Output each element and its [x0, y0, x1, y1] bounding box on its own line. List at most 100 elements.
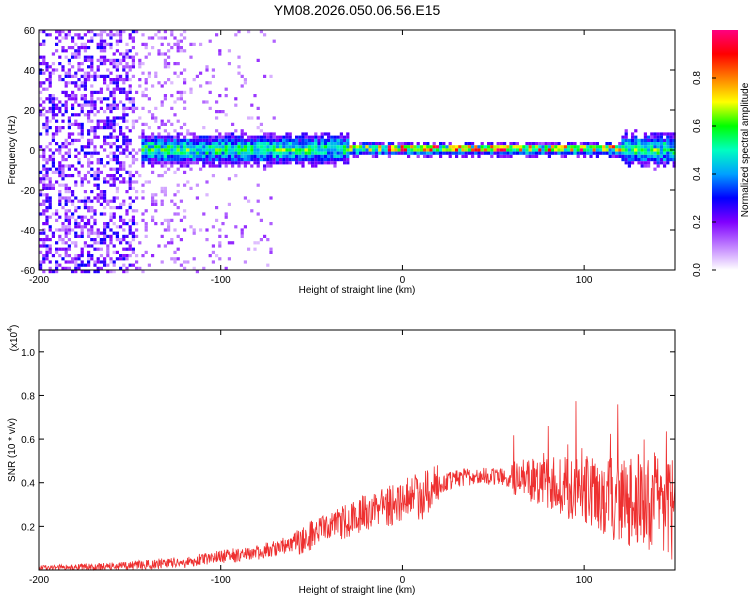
spectrogram-cell — [288, 154, 292, 158]
spectrogram-cell — [125, 78, 129, 82]
spectrogram-cell — [403, 148, 407, 152]
spectrogram-cell — [432, 142, 436, 146]
spectrogram-cell — [323, 145, 327, 149]
spectrogram-cell — [237, 158, 241, 162]
spectrogram-cell — [579, 145, 583, 149]
spectrogram-cell — [477, 148, 481, 152]
spectrogram-cell — [592, 148, 596, 152]
spectrogram-cell — [167, 151, 171, 155]
spectrogram-cell — [464, 154, 468, 158]
spectrogram-cell — [487, 151, 491, 155]
spectrogram-cell — [250, 135, 254, 139]
spectrogram-cell — [595, 154, 599, 158]
spectrogram-cell — [160, 199, 164, 203]
spectrogram-cell — [119, 161, 123, 165]
spectrogram-cell — [592, 145, 596, 149]
spectrogram-x-tick-label: 100 — [576, 275, 593, 286]
spectrogram-cell — [58, 170, 62, 174]
spectrogram-cell — [135, 106, 139, 110]
spectrogram-cell — [106, 142, 110, 146]
spectrogram-cell — [106, 202, 110, 206]
spectrogram-cell — [298, 151, 302, 155]
spectrogram-cell — [160, 103, 164, 107]
spectrogram-cell — [45, 161, 49, 165]
spectrogram-cell — [615, 154, 619, 158]
spectrogram-cell — [634, 135, 638, 139]
spectrogram-cell — [151, 132, 155, 136]
spectrogram-cell — [67, 254, 71, 258]
spectrogram-cell — [234, 145, 238, 149]
spectrogram-cell — [131, 62, 135, 66]
spectrogram-cell — [301, 158, 305, 162]
spectrogram-cell — [42, 177, 46, 181]
spectrogram-cell — [535, 142, 539, 146]
spectrogram-cell — [474, 148, 478, 152]
spectrogram-cell — [163, 158, 167, 162]
spectrogram-cell — [135, 52, 139, 56]
spectrogram-cell — [634, 138, 638, 142]
spectrogram-cell — [304, 132, 308, 136]
spectrogram-cell — [333, 151, 337, 155]
spectrogram-cell — [579, 142, 583, 146]
spectrogram-cell — [144, 154, 148, 158]
spectrogram-cell — [663, 138, 667, 142]
spectrogram-cell — [157, 145, 161, 149]
spectrogram-cell — [317, 161, 321, 165]
spectrogram-cell — [128, 55, 132, 59]
spectrogram-cell — [154, 135, 158, 139]
spectrogram-cell — [304, 142, 308, 146]
spectrogram-cell — [215, 206, 219, 210]
spectrogram-cell — [99, 193, 103, 197]
spectrogram-cell — [103, 260, 107, 264]
colorbar-tick-label: 0.6 — [692, 119, 703, 133]
spectrogram-cell — [672, 164, 676, 168]
spectrogram-cell — [103, 74, 107, 78]
spectrogram-cell — [61, 174, 65, 178]
spectrogram-cell — [160, 222, 164, 226]
spectrogram-cell — [375, 145, 379, 149]
spectrogram-cell — [122, 103, 126, 107]
spectrogram-cell — [352, 142, 356, 146]
spectrogram-cell — [186, 151, 190, 155]
spectrogram-cell — [128, 84, 132, 88]
spectrogram-cell — [115, 78, 119, 82]
spectrogram-cell — [218, 158, 222, 162]
spectrogram-cell — [659, 148, 663, 152]
spectrogram-cell — [87, 113, 91, 117]
spectrogram-cell — [615, 148, 619, 152]
spectrogram-cell — [42, 71, 46, 75]
spectrogram-cell — [83, 81, 87, 85]
spectrogram-cell — [128, 106, 132, 110]
spectrogram-cell — [563, 154, 567, 158]
spectrogram-cell — [67, 186, 71, 190]
spectrogram-cell — [55, 30, 59, 34]
spectrogram-cell — [205, 193, 209, 197]
spectrogram-cell — [218, 161, 222, 165]
spectrogram-cell — [263, 33, 267, 37]
spectrogram-cell — [327, 151, 331, 155]
spectrogram-cell — [103, 222, 107, 226]
spectrogram-cell — [176, 132, 180, 136]
spectrogram-cell — [253, 151, 257, 155]
spectrogram-cell — [112, 97, 116, 101]
spectrogram-cell — [122, 55, 126, 59]
spectrogram-cell — [426, 148, 430, 152]
spectrogram-cell — [64, 49, 68, 53]
spectrogram-cell — [519, 148, 523, 152]
spectrogram-cell — [211, 225, 215, 229]
spectrogram-cell — [211, 250, 215, 254]
spectrogram-cell — [106, 135, 110, 139]
spectrogram-cell — [506, 145, 510, 149]
spectrogram-cell — [451, 145, 455, 149]
spectrogram-cell — [80, 84, 84, 88]
spectrogram-cell — [90, 231, 94, 235]
spectrogram-cell — [125, 148, 129, 152]
spectrogram-cell — [112, 122, 116, 126]
spectrogram-cell — [637, 151, 641, 155]
spectrogram-cell — [343, 154, 347, 158]
spectrogram-cell — [122, 228, 126, 232]
spectrogram-cell — [109, 238, 113, 242]
spectrogram-cell — [67, 266, 71, 270]
spectrogram-cell — [42, 254, 46, 258]
spectrogram-cell — [48, 206, 52, 210]
